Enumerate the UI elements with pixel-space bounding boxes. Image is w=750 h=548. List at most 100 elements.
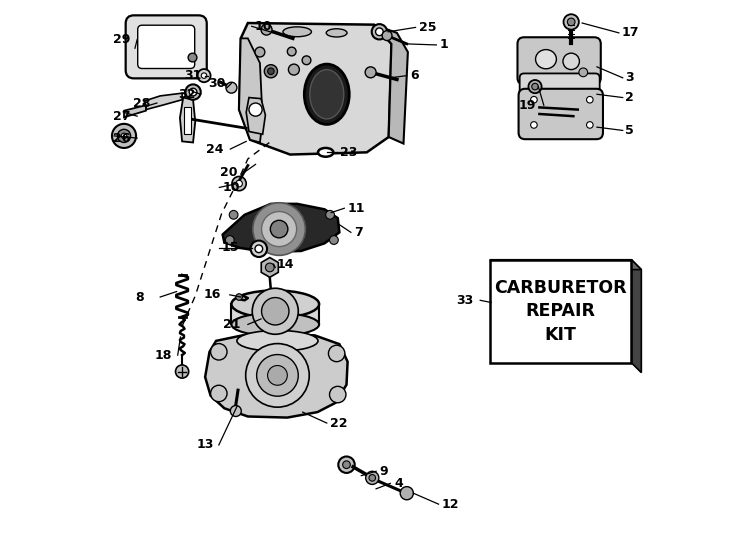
Circle shape [236,180,242,187]
Polygon shape [632,260,641,373]
Text: 26: 26 [113,132,130,145]
Ellipse shape [237,330,318,351]
Ellipse shape [318,148,333,157]
Circle shape [369,475,376,481]
Circle shape [531,96,537,103]
Circle shape [201,73,207,78]
Circle shape [232,176,246,191]
Polygon shape [124,105,146,117]
Circle shape [400,487,413,500]
Circle shape [264,65,278,78]
Circle shape [112,124,136,148]
Polygon shape [374,25,408,144]
Circle shape [376,28,383,36]
Ellipse shape [326,28,347,37]
Circle shape [366,471,379,484]
Text: 8: 8 [135,290,143,304]
Text: 33: 33 [456,294,473,307]
Circle shape [246,344,309,407]
Text: 1: 1 [440,38,448,52]
Text: 24: 24 [206,142,224,156]
Ellipse shape [283,27,311,37]
Polygon shape [205,334,347,418]
Circle shape [230,210,238,219]
Circle shape [211,385,227,402]
Text: 25: 25 [419,21,436,34]
Circle shape [230,406,242,416]
Circle shape [270,220,288,238]
Text: 30: 30 [208,77,225,90]
Circle shape [563,14,579,30]
Text: 12: 12 [442,498,459,511]
Text: 11: 11 [347,202,365,215]
Circle shape [176,365,189,378]
Text: 18: 18 [154,349,172,362]
Circle shape [287,47,296,56]
Circle shape [372,24,387,39]
Text: 6: 6 [410,69,419,82]
Text: 5: 5 [625,124,634,137]
Text: 3: 3 [625,71,634,84]
Circle shape [289,64,299,75]
Circle shape [268,68,274,75]
Ellipse shape [563,53,580,70]
Circle shape [532,83,538,90]
Text: 20: 20 [220,165,238,179]
Text: 19: 19 [518,99,536,112]
FancyBboxPatch shape [138,25,195,68]
Ellipse shape [310,70,344,119]
Text: 32: 32 [178,88,195,101]
Circle shape [329,236,338,244]
Circle shape [328,345,345,362]
Text: 16: 16 [204,288,221,301]
Polygon shape [239,38,262,142]
Polygon shape [490,260,641,270]
Text: 28: 28 [133,96,150,110]
Circle shape [197,69,211,82]
Polygon shape [223,204,340,252]
Text: 14: 14 [276,258,294,271]
Polygon shape [232,304,319,324]
Circle shape [255,47,265,57]
Circle shape [302,56,311,65]
Text: 21: 21 [223,318,240,331]
Circle shape [252,288,298,334]
Circle shape [188,53,197,62]
Text: 31: 31 [184,69,202,82]
Circle shape [579,68,587,77]
Bar [184,107,190,134]
Text: 29: 29 [113,33,130,46]
Text: 7: 7 [354,226,363,239]
Text: CARBURETOR
REPAIR
KIT: CARBURETOR REPAIR KIT [494,279,627,344]
Circle shape [531,122,537,128]
Ellipse shape [232,313,319,336]
Circle shape [122,133,127,139]
Text: 4: 4 [394,477,403,490]
Ellipse shape [536,50,556,68]
Circle shape [249,103,262,116]
Circle shape [326,210,334,219]
Circle shape [268,366,287,385]
Text: 10: 10 [223,181,240,194]
Polygon shape [145,93,182,110]
FancyBboxPatch shape [126,15,207,78]
Circle shape [226,82,237,93]
Circle shape [338,456,355,473]
Circle shape [189,88,197,96]
Circle shape [261,24,272,35]
Text: 27: 27 [113,110,130,123]
Bar [490,260,632,363]
Circle shape [262,212,297,247]
Polygon shape [180,98,195,142]
FancyBboxPatch shape [518,37,601,84]
Circle shape [256,355,298,396]
Text: 15: 15 [221,241,239,254]
Circle shape [343,461,350,469]
Circle shape [529,80,542,93]
Circle shape [586,122,593,128]
Text: 9: 9 [380,465,388,478]
Ellipse shape [232,290,319,318]
Circle shape [251,241,267,257]
FancyBboxPatch shape [518,89,603,139]
Circle shape [266,263,274,272]
